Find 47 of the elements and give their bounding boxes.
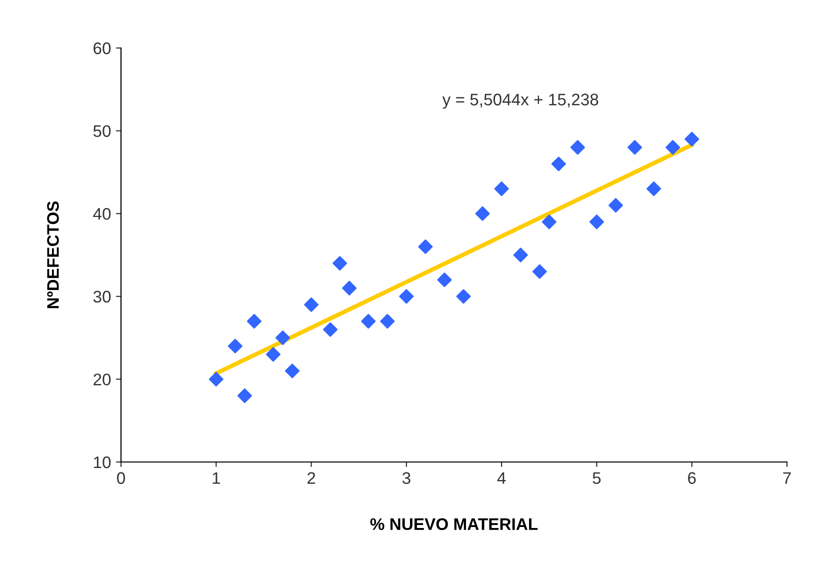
point	[323, 322, 338, 337]
y-tick-label: 50	[93, 125, 111, 138]
point	[551, 156, 566, 172]
point	[399, 289, 414, 304]
y-axis-title: NºDEFECTOS	[47, 201, 59, 308]
y-tick-label: 40	[93, 208, 111, 220]
x-tick-label: 2	[307, 472, 316, 484]
x-tick-label: 6	[688, 472, 696, 484]
x-tick-label: 7	[783, 472, 791, 484]
point	[418, 239, 433, 254]
point	[589, 214, 604, 230]
point	[570, 140, 585, 155]
point	[208, 372, 224, 386]
x-axis-title: % NUEVO MATERIAL	[370, 518, 538, 530]
point	[684, 132, 700, 146]
x-tick-label: 5	[592, 472, 601, 484]
point	[342, 280, 357, 296]
point	[304, 297, 319, 312]
point	[475, 206, 490, 221]
point	[275, 330, 290, 346]
point	[532, 264, 547, 279]
point	[666, 140, 680, 155]
y-tick-label: 30	[93, 290, 111, 303]
point	[627, 140, 642, 155]
point	[246, 314, 262, 329]
point	[456, 289, 471, 304]
point	[542, 214, 556, 230]
x-tick-label: 4	[497, 472, 506, 484]
y-tick-label: 60	[94, 42, 111, 54]
annotation: y = 5,5044x + 15,238	[442, 94, 598, 109]
point	[513, 248, 528, 262]
point	[266, 347, 281, 362]
x-tick-label: 1	[212, 472, 220, 484]
point	[361, 314, 376, 329]
point	[332, 256, 348, 271]
x-tick-label: 0	[117, 472, 125, 484]
point	[284, 364, 300, 378]
point	[494, 181, 509, 196]
y-tick-label: 20	[94, 374, 111, 386]
point	[437, 272, 452, 288]
point	[608, 198, 624, 213]
point	[237, 388, 252, 404]
point	[228, 338, 242, 354]
point	[646, 181, 662, 196]
x-tick-label: 3	[402, 472, 410, 484]
point	[380, 314, 395, 329]
y-tick-label: 10	[94, 456, 111, 468]
